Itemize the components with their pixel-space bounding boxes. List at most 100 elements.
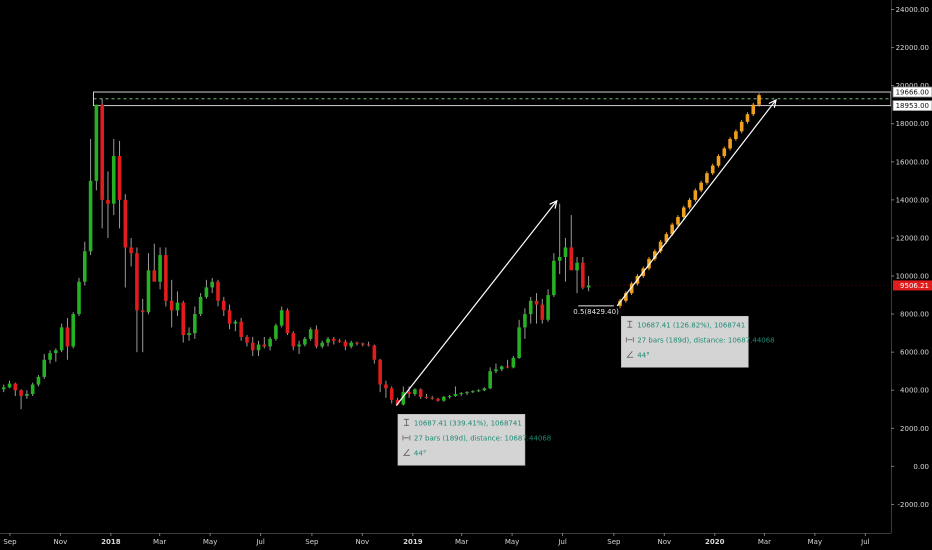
y-tick-label: 0.00 (913, 463, 929, 471)
candle-body (111, 156, 116, 204)
candle-body (291, 333, 296, 347)
projection-body (693, 190, 698, 200)
candle-body (210, 281, 214, 288)
candle-body (297, 344, 301, 347)
candle-body (523, 314, 527, 328)
x-tick-label: Sep (607, 538, 621, 546)
candle-body (389, 388, 394, 400)
projection-body (653, 251, 657, 259)
measure-box-line: 44° (637, 351, 649, 359)
y-tick-label: 8000.00 (900, 311, 929, 319)
projection-body (751, 104, 756, 115)
candle-body (534, 300, 539, 305)
candle-body (250, 342, 255, 351)
candle-body (221, 300, 226, 311)
candle-body (395, 399, 400, 405)
candle-body (30, 384, 35, 395)
candle-body (447, 395, 452, 397)
projection-body (624, 293, 628, 301)
measure-box-line: 27 bars (189d), distance: 10687.44068 (637, 336, 774, 344)
candle-body (106, 199, 110, 204)
x-tick-label: May (505, 538, 519, 546)
y-tick-label: 10000.00 (896, 273, 929, 281)
candle-body (129, 247, 133, 254)
candle-body (442, 396, 446, 401)
y-axis[interactable]: 24000.00 22000.00 20000.00 18000.00 16000.00… (891, 6, 929, 509)
candle-body (424, 396, 429, 398)
x-tick-label: Sep (3, 538, 17, 546)
candle-body (268, 338, 272, 347)
y-tick-label: 2000.00 (900, 425, 929, 433)
candle-body (94, 104, 99, 181)
candle-body (140, 310, 145, 313)
candle-body (326, 338, 330, 343)
current-price-tag: 9506.21 (893, 280, 932, 291)
x-tick-label: Sep (305, 538, 319, 546)
measure-box[interactable]: 10687.41 (126.82%), 1068741 27 bars (189d… (621, 315, 775, 368)
candle-body (563, 247, 568, 257)
x-tick-label: May (808, 538, 822, 546)
candle-body (279, 310, 284, 326)
measure-box[interactable]: 10687.41 (339.41%), 1068741 27 bars (189d… (397, 414, 551, 466)
current-price-tag-bg (893, 280, 932, 291)
candle-body (459, 393, 464, 395)
projection-layer (618, 93, 761, 309)
candle-body (83, 251, 87, 282)
candle-body (48, 353, 52, 360)
projection-body (722, 148, 727, 157)
candle-body (332, 338, 336, 341)
angle-icon (403, 449, 410, 456)
projection-body (757, 95, 761, 105)
candle-body (575, 262, 579, 271)
height-icon (403, 418, 409, 426)
projection-body (710, 165, 715, 174)
candle-body (285, 310, 290, 334)
candle-body (227, 310, 232, 324)
y-tick-label: 4000.00 (900, 387, 929, 395)
projection-body (705, 173, 709, 183)
x-tick-label: Nov (356, 538, 370, 546)
candle-body (239, 321, 243, 337)
candle-body (1, 387, 6, 390)
projection-body (699, 182, 703, 191)
candle-body (303, 338, 307, 345)
angle-icon (626, 351, 634, 358)
projection-body (687, 199, 692, 208)
y-tick-label: 6000.00 (900, 349, 929, 357)
projection-body (734, 131, 738, 139)
candle-body (7, 383, 12, 388)
candles-layer (1, 98, 591, 410)
annotation-layer: 0.5(8429.40) 10687.41 (339.41%), 1068741 2… (395, 98, 777, 466)
measure-box-bg (621, 315, 749, 368)
projection-body (676, 217, 680, 225)
bars-range-icon (625, 337, 634, 343)
candle-body (465, 392, 469, 394)
resistance-lower-tag-bg (892, 100, 932, 111)
candle-body (552, 260, 556, 296)
candle-body (546, 295, 550, 320)
x-tick-label: Nov (657, 538, 671, 546)
candle-body (581, 262, 585, 288)
candle-body (349, 342, 353, 347)
x-axis[interactable]: Sep Nov 2018 Mar May Jul Sep Nov 2019 Mar May Jul Se… (3, 533, 870, 546)
candle-body (117, 156, 122, 200)
projection-body (681, 207, 686, 218)
bars-range-icon (402, 435, 411, 441)
measure-box-line: 27 bars (189d), distance: 10687.44068 (414, 434, 551, 442)
measure-box-bg (397, 414, 526, 466)
candle-body (65, 327, 70, 347)
candle-body (511, 357, 516, 368)
projection-body (618, 300, 622, 306)
y-tick-label: 14000.00 (896, 196, 929, 204)
current-price-tag-label: 9506.21 (900, 282, 929, 290)
candle-body (198, 296, 203, 315)
candle-body (430, 397, 435, 399)
measure-box-line: 10687.41 (339.41%), 1068741 (414, 419, 522, 427)
resistance-lower-tag: 18953.00 (892, 100, 932, 111)
candle-body (586, 285, 591, 288)
candle-body (71, 314, 76, 347)
price-tags: 19666.00 18953.00 9506.21 (591, 86, 932, 291)
candle-body (314, 329, 319, 347)
